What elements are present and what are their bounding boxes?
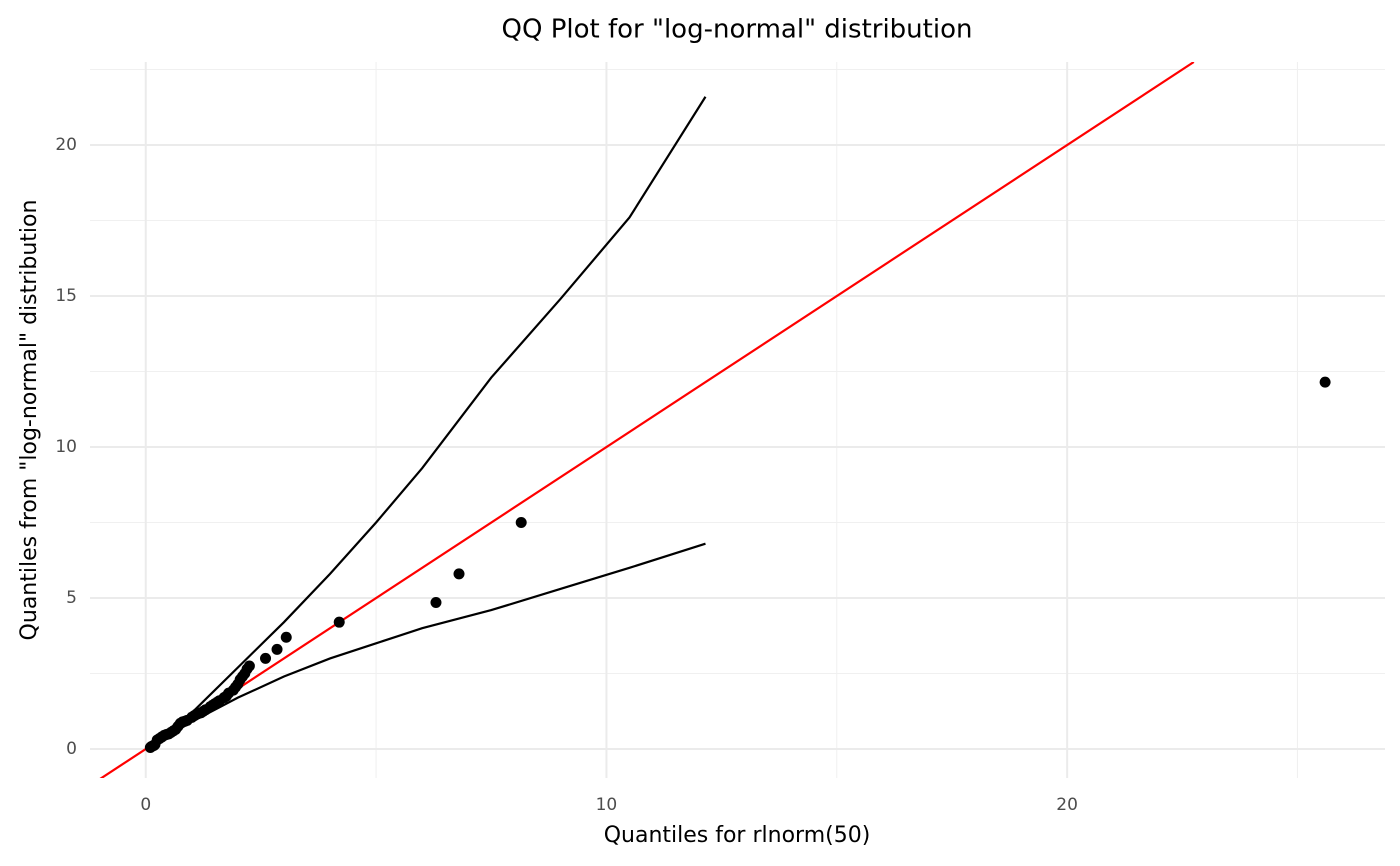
point [271, 643, 283, 655]
x-tick-label: 20 [1056, 795, 1078, 815]
y-tick-label: 15 [55, 286, 77, 306]
line [149, 542, 706, 747]
point [243, 660, 255, 672]
x-tick-label: 0 [140, 795, 151, 815]
point [280, 631, 292, 643]
point [453, 568, 465, 580]
line [99, 62, 1195, 778]
chart-title: QQ Plot for "log-normal" distribution [502, 15, 973, 45]
y-tick-label: 10 [55, 437, 77, 457]
point [515, 517, 527, 529]
point [260, 652, 272, 664]
y-tick-label: 5 [66, 588, 77, 608]
y-axis-label: Quantiles from "log-normal" distribution [17, 200, 42, 641]
point [430, 597, 442, 609]
x-tick-label: 10 [596, 795, 618, 815]
y-tick-label: 0 [66, 739, 77, 759]
point [333, 616, 345, 628]
x-axis-label: Quantiles for rlnorm(50) [604, 823, 871, 848]
line [149, 96, 707, 746]
point [1319, 376, 1331, 388]
y-tick-label: 20 [55, 135, 77, 155]
